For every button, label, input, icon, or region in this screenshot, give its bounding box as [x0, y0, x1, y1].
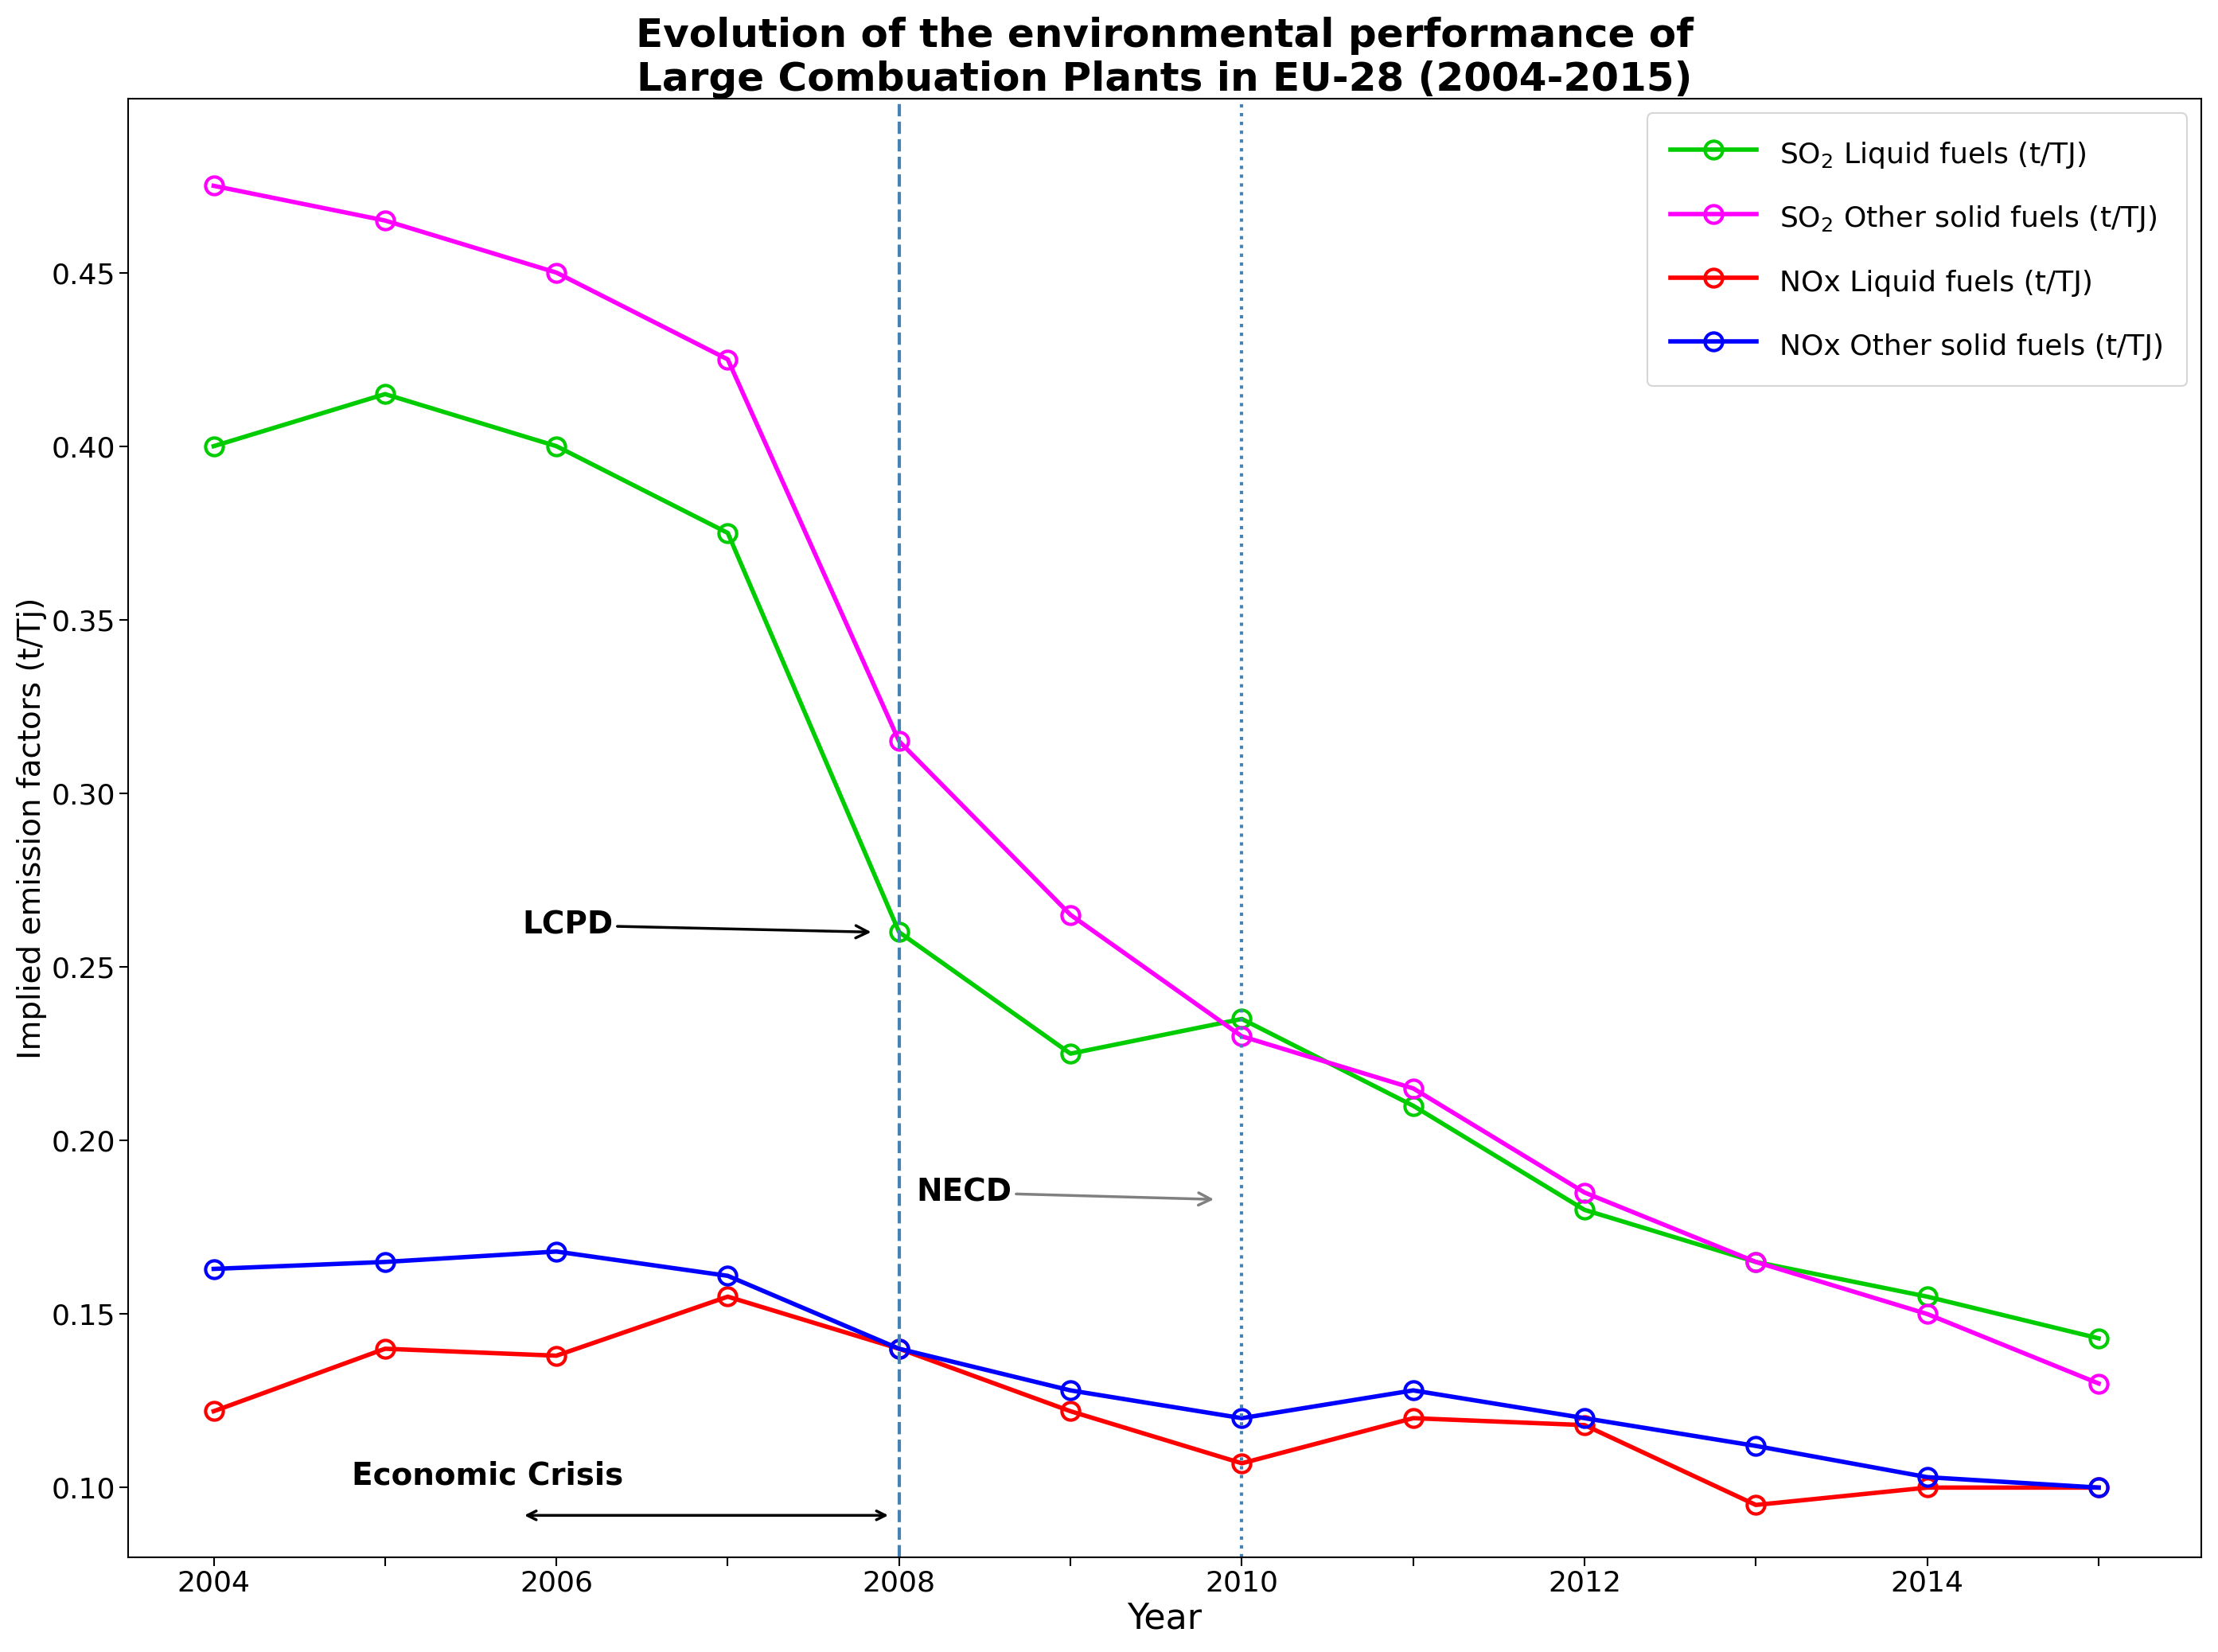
NOx Other solid fuels (t/TJ) — [1743, 1436, 1770, 1455]
SO$_2$ Liquid fuels (t/TJ) — [714, 524, 741, 544]
SO$_2$ Other solid fuels (t/TJ) — [1570, 1183, 1597, 1203]
SO$_2$ Liquid fuels (t/TJ) — [885, 922, 912, 942]
SO$_2$ Liquid fuels (t/TJ) — [1570, 1199, 1597, 1219]
NOx Liquid fuels (t/TJ) — [373, 1338, 399, 1358]
SO$_2$ Other solid fuels (t/TJ) — [200, 175, 226, 195]
NOx Liquid fuels (t/TJ) — [1914, 1477, 1941, 1497]
NOx Liquid fuels (t/TJ) — [714, 1287, 741, 1307]
NOx Liquid fuels (t/TJ) — [1570, 1416, 1597, 1436]
Legend: SO$_2$ Liquid fuels (t/TJ), SO$_2$ Other solid fuels (t/TJ), NOx Liquid fuels (t: SO$_2$ Liquid fuels (t/TJ), SO$_2$ Other… — [1648, 114, 2187, 387]
NOx Other solid fuels (t/TJ) — [1058, 1381, 1085, 1401]
SO$_2$ Liquid fuels (t/TJ) — [1914, 1287, 1941, 1307]
SO$_2$ Liquid fuels (t/TJ) — [1058, 1044, 1085, 1064]
SO$_2$ Liquid fuels (t/TJ) — [543, 436, 570, 456]
NOx Liquid fuels (t/TJ) — [1229, 1454, 1255, 1474]
NOx Other solid fuels (t/TJ) — [714, 1265, 741, 1285]
SO$_2$ Liquid fuels (t/TJ) — [1229, 1009, 1255, 1029]
NOx Other solid fuels (t/TJ) — [1570, 1408, 1597, 1427]
NOx Liquid fuels (t/TJ) — [200, 1401, 226, 1421]
NOx Liquid fuels (t/TJ) — [2085, 1477, 2112, 1497]
SO$_2$ Other solid fuels (t/TJ) — [1229, 1026, 1255, 1046]
SO$_2$ Liquid fuels (t/TJ) — [1743, 1252, 1770, 1272]
NOx Liquid fuels (t/TJ) — [1743, 1495, 1770, 1515]
Text: NECD: NECD — [916, 1178, 1211, 1208]
SO$_2$ Liquid fuels (t/TJ) — [200, 436, 226, 456]
X-axis label: Year: Year — [1127, 1601, 1202, 1635]
SO$_2$ Other solid fuels (t/TJ) — [543, 263, 570, 282]
NOx Other solid fuels (t/TJ) — [200, 1259, 226, 1279]
NOx Other solid fuels (t/TJ) — [1400, 1381, 1426, 1401]
Y-axis label: Implied emission factors (t/Tj): Implied emission factors (t/Tj) — [16, 596, 47, 1059]
NOx Liquid fuels (t/TJ) — [885, 1338, 912, 1358]
SO$_2$ Liquid fuels (t/TJ) — [2085, 1328, 2112, 1348]
SO$_2$ Liquid fuels (t/TJ) — [1400, 1095, 1426, 1115]
NOx Other solid fuels (t/TJ) — [885, 1338, 912, 1358]
SO$_2$ Other solid fuels (t/TJ) — [714, 350, 741, 370]
NOx Liquid fuels (t/TJ) — [1400, 1408, 1426, 1427]
NOx Other solid fuels (t/TJ) — [543, 1242, 570, 1262]
SO$_2$ Other solid fuels (t/TJ) — [2085, 1373, 2112, 1393]
SO$_2$ Other solid fuels (t/TJ) — [885, 732, 912, 752]
NOx Other solid fuels (t/TJ) — [1229, 1408, 1255, 1427]
SO$_2$ Other solid fuels (t/TJ) — [373, 210, 399, 230]
NOx Liquid fuels (t/TJ) — [1058, 1401, 1085, 1421]
Line: SO$_2$ Liquid fuels (t/TJ): SO$_2$ Liquid fuels (t/TJ) — [204, 385, 2107, 1346]
NOx Other solid fuels (t/TJ) — [373, 1252, 399, 1272]
SO$_2$ Other solid fuels (t/TJ) — [1743, 1252, 1770, 1272]
Line: NOx Liquid fuels (t/TJ): NOx Liquid fuels (t/TJ) — [204, 1289, 2107, 1513]
SO$_2$ Other solid fuels (t/TJ) — [1058, 905, 1085, 925]
NOx Other solid fuels (t/TJ) — [2085, 1477, 2112, 1497]
Title: Evolution of the environmental performance of
Large Combuation Plants in EU-28 (: Evolution of the environmental performan… — [637, 17, 1695, 99]
Line: SO$_2$ Other solid fuels (t/TJ): SO$_2$ Other solid fuels (t/TJ) — [204, 177, 2107, 1393]
SO$_2$ Liquid fuels (t/TJ) — [373, 385, 399, 405]
NOx Other solid fuels (t/TJ) — [1914, 1467, 1941, 1487]
Text: LCPD: LCPD — [521, 910, 867, 940]
SO$_2$ Other solid fuels (t/TJ) — [1914, 1303, 1941, 1323]
SO$_2$ Other solid fuels (t/TJ) — [1400, 1079, 1426, 1099]
NOx Liquid fuels (t/TJ) — [543, 1346, 570, 1366]
Line: NOx Other solid fuels (t/TJ): NOx Other solid fuels (t/TJ) — [204, 1242, 2107, 1497]
Text: Economic Crisis: Economic Crisis — [353, 1460, 623, 1490]
